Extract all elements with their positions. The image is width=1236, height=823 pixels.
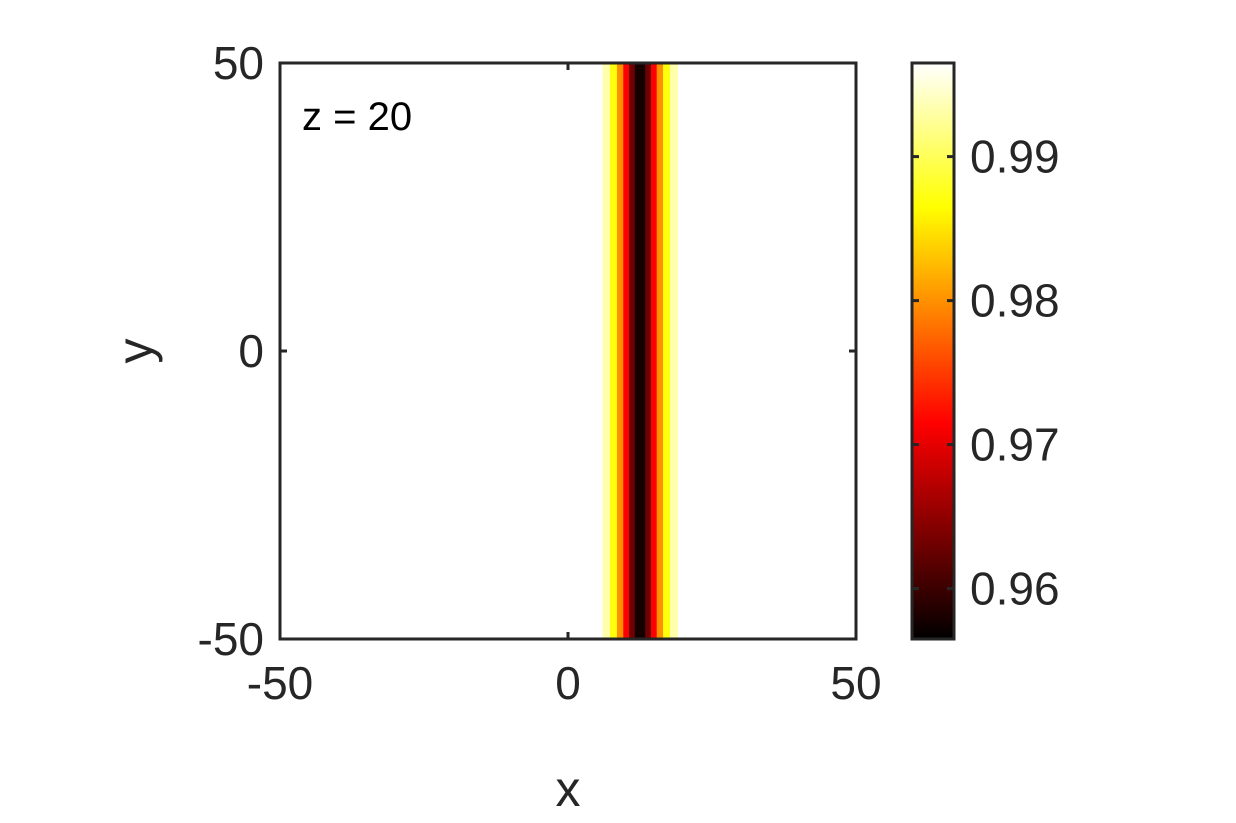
x-tick-label: 50 xyxy=(830,657,881,709)
heatmap-cell xyxy=(616,63,624,639)
heatmap-cell xyxy=(623,63,630,639)
y-axis-label: y xyxy=(107,339,163,364)
colorbar-ticks: 0.96 0.97 0.98 0.99 xyxy=(912,131,1060,615)
heatmap-cell xyxy=(610,63,618,639)
colorbar: 0.96 0.97 0.98 0.99 xyxy=(910,61,1060,641)
plot-area: z = 20 xyxy=(278,61,858,641)
colorbar-tick-label: 0.98 xyxy=(970,275,1060,327)
plot-background xyxy=(280,63,856,639)
y-tick-labels: -50 0 50 xyxy=(198,37,264,665)
x-tick-label: 0 xyxy=(555,657,581,709)
y-tick-label: -50 xyxy=(198,613,264,665)
y-tick-label: 50 xyxy=(213,37,264,89)
x-tick-label: -50 xyxy=(247,657,313,709)
x-tick-labels: -50 0 50 xyxy=(247,657,882,709)
colorbar-tick-label: 0.99 xyxy=(970,131,1060,183)
heatmap-cell xyxy=(634,63,641,639)
heatmap-cell xyxy=(669,63,679,639)
heatmap-cell xyxy=(640,63,646,639)
heatmap-cell xyxy=(663,63,671,639)
heatmap-cell xyxy=(656,63,664,639)
heatmap-field xyxy=(602,63,679,639)
x-axis-label: x xyxy=(556,761,581,817)
colorbar-frame xyxy=(910,61,956,641)
colorbar-tick-label: 0.97 xyxy=(970,419,1060,471)
heatmap-cell xyxy=(650,63,658,639)
heatmap-cell xyxy=(602,63,611,639)
colorbar-tick-label: 0.96 xyxy=(970,563,1060,615)
axis-ticks xyxy=(278,61,858,641)
heatmap-cell xyxy=(645,63,652,639)
heatmap-cell xyxy=(629,63,636,639)
annotation-z: z = 20 xyxy=(302,95,412,139)
colorbar-gradient xyxy=(912,63,954,639)
y-tick-label: 0 xyxy=(238,325,264,377)
